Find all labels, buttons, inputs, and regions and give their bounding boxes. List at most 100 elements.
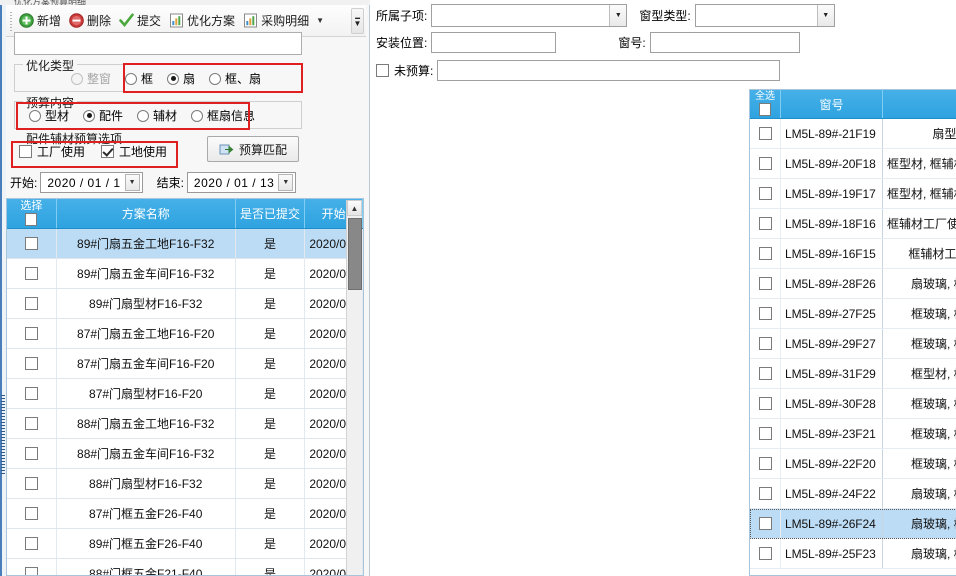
unbudgeted-checkbox[interactable] <box>376 64 389 77</box>
chevron-down-icon[interactable]: ▼ <box>278 174 294 191</box>
purchase-detail-button[interactable]: 采购明细 <box>239 9 313 33</box>
row-select-cell[interactable] <box>750 149 781 178</box>
row-checkbox[interactable] <box>24 357 38 370</box>
table-row[interactable]: 89#门扇五金车间F16-F32 是 2020/0 <box>7 259 363 289</box>
row-checkbox[interactable] <box>758 487 772 500</box>
add-button[interactable]: 新增 <box>15 9 65 33</box>
row-checkbox[interactable] <box>24 477 38 490</box>
row-checkbox[interactable] <box>758 517 772 530</box>
panel-splitter[interactable] <box>0 5 6 576</box>
row-checkbox[interactable] <box>758 127 772 140</box>
table-row[interactable]: LM5L-89#-20F18 框型材, 框辅材工厂使用, 框配件, 扇型材, 扇配… <box>750 149 956 179</box>
row-checkbox[interactable] <box>758 217 772 230</box>
row-checkbox[interactable] <box>24 507 38 520</box>
scroll-up-icon[interactable]: ▲ <box>347 200 362 216</box>
table-row[interactable]: LM5L-89#-18F16 框辅材工厂使用, 扇型材, 扇配件工厂使用, 扇配件… <box>750 209 956 239</box>
table-row[interactable]: 88#门框五金F21-F40 是 2020/0 <box>7 559 363 575</box>
row-checkbox[interactable] <box>758 337 772 350</box>
table-row[interactable]: LM5L-89#-21F19 扇型材, 扇配件工厂使用, 扇配件工地使用, 框型材… <box>750 119 956 149</box>
table-row[interactable]: 87#门扇五金车间F16-F20 是 2020/0 <box>7 349 363 379</box>
install-position-input[interactable] <box>431 32 557 53</box>
window-type-combo[interactable]: ▼ <box>694 4 835 27</box>
row-checkbox[interactable] <box>758 187 772 200</box>
row-checkbox[interactable] <box>758 307 772 320</box>
radio-frame-and-sash[interactable]: 框、扇 <box>209 70 261 87</box>
subitem-combo[interactable]: ▼ <box>431 4 628 27</box>
radio-accessory[interactable]: 配件 <box>83 107 123 124</box>
toolbar-overflow-button[interactable]: ━ ▼ <box>351 8 364 34</box>
table-row[interactable]: LM5L-89#-22F20 框玻璃, 框型材, 框配件, 扇型材, 扇配件工厂使… <box>750 449 956 479</box>
row-select-cell[interactable] <box>7 409 57 438</box>
table-row[interactable]: LM5L-89#-27F25 框玻璃, 框型材, 框配件, 扇型材, 扇配件工厂使… <box>750 299 956 329</box>
row-checkbox[interactable] <box>24 537 38 550</box>
table-row[interactable]: 87#门扇五金工地F16-F20 是 2020/0 <box>7 319 363 349</box>
optimize-scheme-button[interactable]: 优化方案 <box>165 9 239 33</box>
scheme-table-scrollbar[interactable]: ▲ <box>346 200 362 575</box>
row-checkbox[interactable] <box>24 387 38 400</box>
row-select-cell[interactable] <box>750 179 781 208</box>
row-checkbox[interactable] <box>758 367 772 380</box>
table-row[interactable]: 89#门框五金F26-F40 是 2020/0 <box>7 529 363 559</box>
start-date-field[interactable]: 2020 / 01 / 1 ▼ <box>40 172 143 193</box>
row-select-cell[interactable] <box>7 439 57 468</box>
splitter-grip[interactable] <box>1 395 5 475</box>
table-row[interactable]: LM5L-89#-24F22 扇玻璃, 框玻璃, 框型材, 框配件, 扇型材, 扇… <box>750 479 956 509</box>
row-select-cell[interactable] <box>750 119 781 148</box>
row-select-cell[interactable] <box>750 479 781 508</box>
row-select-cell[interactable] <box>7 379 57 408</box>
row-select-cell[interactable] <box>750 419 781 448</box>
chevron-down-icon[interactable]: ▼ <box>816 5 834 26</box>
row-select-cell[interactable] <box>7 259 57 288</box>
checkbox-factory-use[interactable]: 工厂使用 <box>19 143 85 160</box>
row-select-cell[interactable] <box>750 269 781 298</box>
radio-frame-sash-info[interactable]: 框扇信息 <box>191 107 255 124</box>
toolbar-more-arrow[interactable]: ▼ <box>316 16 325 25</box>
row-select-cell[interactable] <box>7 529 57 558</box>
row-select-cell[interactable] <box>750 509 781 538</box>
table-row[interactable]: 88#门扇型材F16-F32 是 2020/0 <box>7 469 363 499</box>
row-select-cell[interactable] <box>750 239 781 268</box>
row-select-cell[interactable] <box>750 359 781 388</box>
table-row[interactable]: 89#门扇五金工地F16-F32 是 2020/0 <box>7 229 363 259</box>
row-select-cell[interactable] <box>750 389 781 418</box>
table-row[interactable]: 88#门扇五金车间F16-F32 是 2020/0 <box>7 439 363 469</box>
row-select-cell[interactable] <box>7 229 57 258</box>
row-select-cell[interactable] <box>750 449 781 478</box>
row-select-cell[interactable] <box>750 329 781 358</box>
checkbox-site-use[interactable]: 工地使用 <box>101 143 167 160</box>
row-checkbox[interactable] <box>758 397 772 410</box>
radio-auxiliary[interactable]: 辅材 <box>137 107 177 124</box>
chevron-down-icon[interactable]: ▼ <box>124 174 140 191</box>
window-type-input[interactable] <box>695 5 817 26</box>
row-checkbox[interactable] <box>758 457 772 470</box>
table-row[interactable]: LM5L-89#-29F27 框玻璃, 框型材, 框配件, 扇型材, 扇配件工厂使… <box>750 329 956 359</box>
row-checkbox[interactable] <box>758 547 772 560</box>
table-row[interactable]: LM5L-89#-16F15 框辅材工厂使用, 框型材, 框配件, 扇型材, 扇配… <box>750 239 956 269</box>
row-checkbox[interactable] <box>24 297 38 310</box>
row-select-cell[interactable] <box>750 539 781 568</box>
row-checkbox[interactable] <box>758 247 772 260</box>
toolbar-drag-grip[interactable] <box>8 9 15 32</box>
radio-profile[interactable]: 型材 <box>29 107 69 124</box>
submit-button[interactable]: 提交 <box>115 9 165 33</box>
unbudgeted-input[interactable] <box>437 60 781 81</box>
window-no-input[interactable] <box>649 32 800 53</box>
row-select-cell[interactable] <box>7 349 57 378</box>
end-date-field[interactable]: 2020 / 01 / 13 ▼ <box>186 172 297 193</box>
radio-frame[interactable]: 框 <box>125 70 153 87</box>
row-checkbox[interactable] <box>758 277 772 290</box>
table-row[interactable]: LM5L-89#-30F28 框玻璃, 框型材, 框配件, 扇型材, 扇配件工厂使… <box>750 389 956 419</box>
row-select-cell[interactable] <box>750 299 781 328</box>
subitem-input[interactable] <box>432 5 610 26</box>
row-checkbox[interactable] <box>24 267 38 280</box>
delete-button[interactable]: 删除 <box>65 9 115 33</box>
table-row[interactable]: 88#门扇五金工地F16-F32 是 2020/0 <box>7 409 363 439</box>
row-select-cell[interactable] <box>7 559 57 575</box>
row-select-cell[interactable] <box>7 319 57 348</box>
row-select-cell[interactable] <box>7 289 57 318</box>
chevron-down-icon[interactable]: ▼ <box>609 5 627 26</box>
table-row[interactable]: LM5L-89#-25F23 扇玻璃, 框玻璃, 框型材, 框配件, 扇型材, 扇… <box>750 539 956 569</box>
table-row[interactable]: 89#门扇型材F16-F32 是 2020/0 <box>7 289 363 319</box>
budget-match-button[interactable]: 预算匹配 <box>207 136 299 162</box>
radio-whole-window[interactable]: 整窗 <box>71 70 111 87</box>
